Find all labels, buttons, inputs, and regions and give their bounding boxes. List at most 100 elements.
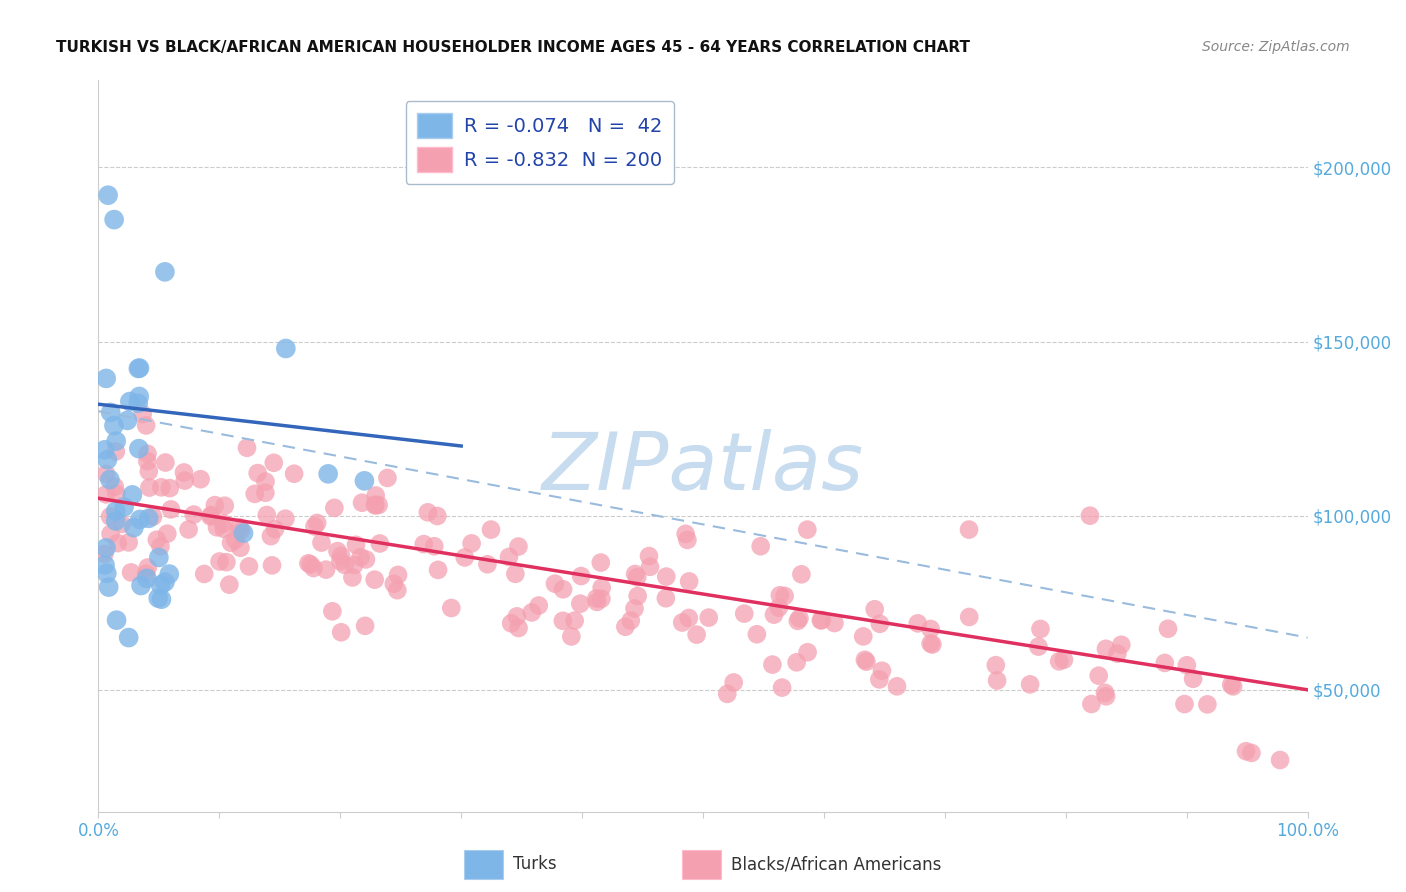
Point (323, 500, 346, 515)
Point (762, 607, 785, 622)
Point (215, 555, 238, 569)
Point (149, 540, 172, 554)
Point (655, 591, 678, 606)
Point (127, 361, 149, 376)
Point (569, 597, 592, 611)
Text: TURKISH VS BLACK/AFRICAN AMERICAN HOUSEHOLDER INCOME AGES 45 - 64 YEARS CORRELAT: TURKISH VS BLACK/AFRICAN AMERICAN HOUSEH… (56, 40, 970, 55)
Point (138, 511, 160, 525)
Point (105, 434, 128, 448)
Point (627, 589, 650, 603)
Point (212, 516, 235, 531)
Point (193, 566, 215, 581)
Point (236, 441, 259, 455)
Point (344, 538, 367, 552)
Point (283, 467, 305, 481)
Point (256, 508, 278, 522)
Point (214, 499, 236, 513)
Point (232, 526, 254, 541)
Text: Blacks/African Americans: Blacks/African Americans (731, 855, 942, 873)
Point (551, 582, 574, 597)
Point (311, 535, 333, 549)
Point (98, 473, 121, 487)
Point (1107, 647, 1129, 661)
Point (745, 627, 768, 641)
Point (789, 611, 811, 625)
Point (127, 396, 149, 410)
Point (129, 578, 152, 592)
Point (796, 645, 818, 659)
Point (105, 486, 128, 500)
Point (790, 567, 813, 582)
Point (527, 599, 550, 613)
Point (1197, 698, 1219, 712)
Point (93, 547, 115, 561)
Point (136, 560, 159, 574)
Point (824, 615, 846, 630)
Point (263, 456, 285, 470)
Point (1173, 697, 1195, 711)
Point (354, 552, 377, 566)
Point (128, 361, 150, 376)
Point (307, 516, 329, 530)
Point (786, 655, 808, 669)
Point (150, 592, 173, 607)
Point (96, 371, 118, 385)
Point (477, 558, 499, 572)
Point (104, 514, 127, 528)
Point (96, 452, 118, 467)
Point (224, 533, 246, 547)
Point (769, 588, 792, 602)
Point (97, 580, 120, 594)
Point (353, 474, 375, 488)
Point (243, 487, 266, 501)
Point (264, 522, 287, 536)
Point (412, 537, 434, 551)
Point (316, 467, 339, 481)
Point (94, 487, 117, 501)
Point (1095, 690, 1118, 704)
Point (94, 541, 117, 555)
Point (218, 577, 240, 591)
Point (100, 405, 122, 419)
Point (585, 591, 607, 606)
Point (589, 556, 612, 570)
Point (160, 502, 183, 516)
Point (685, 627, 707, 641)
Point (1080, 697, 1102, 711)
Point (208, 554, 231, 568)
Point (315, 563, 337, 577)
Point (94, 558, 117, 572)
Point (678, 611, 700, 625)
Point (146, 533, 169, 547)
Point (1053, 653, 1076, 667)
Point (274, 342, 297, 356)
Point (671, 615, 693, 630)
Point (159, 481, 181, 495)
Point (153, 265, 176, 279)
Point (749, 539, 772, 553)
Point (128, 512, 150, 526)
Point (498, 549, 520, 564)
Point (1222, 679, 1244, 693)
Point (260, 529, 283, 543)
Point (112, 500, 135, 514)
Point (128, 442, 150, 456)
Point (773, 589, 796, 603)
Point (1182, 672, 1205, 686)
Point (299, 558, 322, 572)
Point (868, 673, 890, 687)
Point (153, 575, 176, 590)
Point (620, 614, 643, 628)
Point (886, 679, 908, 693)
Point (118, 394, 141, 409)
Point (440, 601, 463, 615)
Point (427, 563, 450, 577)
Point (120, 566, 142, 580)
Point (655, 569, 678, 583)
Point (591, 581, 613, 595)
Point (229, 541, 252, 555)
Point (1175, 658, 1198, 673)
Point (907, 616, 929, 631)
Point (921, 638, 943, 652)
Point (638, 559, 661, 574)
